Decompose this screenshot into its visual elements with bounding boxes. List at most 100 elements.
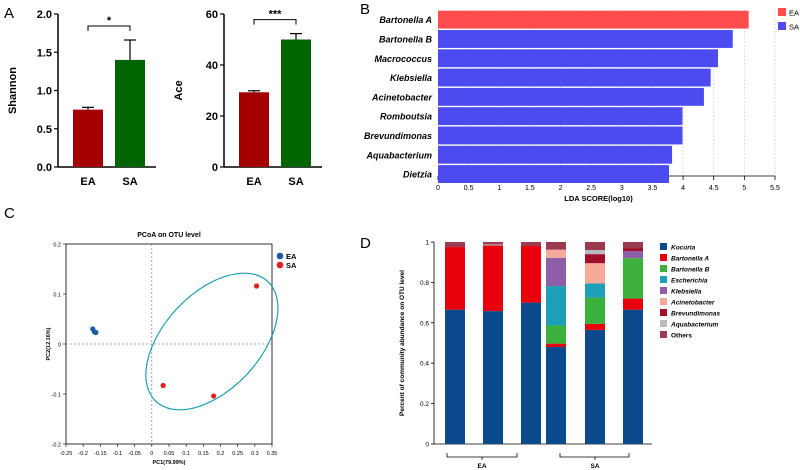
lda-bar (438, 10, 749, 29)
x-tick-label: 3.5 (648, 185, 658, 192)
x-axis-label: PC1(79.99%) (152, 460, 185, 466)
x-tick-label: 0.5 (464, 185, 474, 192)
segment-escherichia (546, 286, 566, 326)
y-axis-label: Shannon (7, 67, 19, 114)
y-tick-label: 0.2 (53, 243, 61, 249)
pcoa-chart: -0.25 -0.2 -0.15 -0.1 -0.05 0 0.05 0.1 0.15 0.2 0.… (46, 232, 297, 466)
y-tick-label: 0.2 (420, 401, 429, 408)
legend-label: Others (671, 333, 692, 340)
significance-marker: *** (269, 9, 283, 21)
plot-frame (65, 243, 273, 445)
segment-others (623, 242, 643, 249)
segment-brevundimonas (585, 254, 605, 264)
bar-sa (115, 59, 145, 167)
x-tick-label: -0.25 (60, 451, 73, 457)
x-tick-label: 0.15 (198, 451, 209, 457)
segment-bartonella-b (623, 258, 643, 299)
segment-others (521, 242, 541, 247)
significance-bracket (253, 19, 297, 25)
y-tick-label: 2.0 (37, 9, 52, 21)
segment-kocuria (585, 329, 605, 444)
segment-kocuria (546, 347, 566, 444)
legend-label: Aquabacterium (670, 322, 719, 329)
group-label: EA (477, 463, 486, 470)
segment-klebsiella (546, 257, 566, 287)
lda-bar (438, 68, 711, 87)
significance-bracket (87, 25, 131, 32)
taxon-label: Klebsiella (390, 73, 432, 83)
segment-acinetobacter (546, 249, 566, 258)
point-sa (253, 283, 260, 289)
segment-bartonella-a (445, 247, 465, 310)
y-tick-label: 0 (58, 343, 61, 349)
panel-letter-c: C (4, 205, 15, 222)
lda-bar (438, 126, 683, 145)
segment-klebsiella (623, 251, 643, 259)
y-axis-label: Percent of community abundance on OTU le… (399, 270, 406, 416)
segment-bartonella-a (521, 246, 541, 303)
legend-label: Kocuria (671, 245, 696, 252)
segment-kocuria (445, 309, 465, 444)
segment-kocuria (483, 311, 503, 444)
x-tick-label: 0 (150, 451, 153, 457)
y-tick-label: 1.5 (37, 47, 52, 59)
confidence-ellipse (145, 272, 279, 411)
legend-label: Klebsiella (671, 289, 702, 296)
y-tick-label: 40 (206, 60, 218, 72)
y-tick-label: 1 (425, 240, 429, 247)
legend-label: Bartonella A (671, 256, 709, 263)
y-tick-label: 0.0 (37, 162, 52, 174)
point-sa (160, 382, 166, 389)
x-tick-label: 1 (497, 185, 501, 192)
x-tick-label: 5.5 (770, 185, 780, 192)
segment-kocuria (623, 309, 643, 444)
x-tick-label: 4 (681, 185, 685, 192)
legend-swatch (778, 8, 786, 16)
x-tick-label: 0.05 (164, 451, 175, 457)
x-tick-label: SA (288, 176, 303, 188)
legend-swatch (660, 265, 667, 272)
group-bracket (559, 453, 630, 458)
group-label: SA (590, 463, 599, 470)
taxon-label: Romboutsia (380, 112, 432, 122)
taxon-label: Dietzia (403, 170, 432, 180)
x-tick-label: 0.1 (182, 451, 190, 457)
bar-chart-ace: 0 20 40 60 Ace EA SA *** (173, 9, 322, 188)
legend-swatch (660, 243, 667, 250)
lda-bar (438, 145, 673, 164)
panel-letter-a: A (4, 5, 14, 22)
segment-aquabacterium (585, 250, 605, 255)
taxon-label: Brevundimonas (364, 131, 432, 141)
legend-label: EA (286, 252, 297, 261)
x-tick-label: 1.5 (525, 185, 535, 192)
segment-bartonella-a (623, 298, 643, 310)
x-tick-label: -0.15 (94, 451, 107, 457)
legend-swatch (660, 331, 667, 338)
legend-label: EA (789, 9, 799, 18)
segment-bartonella-b (585, 297, 605, 324)
x-tick-label: 2.5 (586, 185, 596, 192)
x-tick-label: 0 (436, 185, 440, 192)
lda-bar (438, 107, 683, 126)
legend-marker (276, 252, 284, 260)
taxon-label: Aquabacterium (365, 150, 432, 160)
legend-swatch (660, 287, 667, 294)
legend-label: Escherichia (671, 278, 708, 285)
legend-label: Acinetobacter (670, 300, 715, 307)
y-tick-label: 0.4 (420, 361, 429, 368)
stacked-bar-chart: 0 0.2 0.4 0.6 0.8 1 Percent of community abund… (399, 240, 721, 470)
x-tick-label: -0.05 (128, 451, 141, 457)
segment-bartonella-a (546, 343, 566, 348)
panel-letter-b: B (360, 1, 370, 18)
segment-aquabacterium (483, 244, 503, 246)
segment-brevundimonas (623, 248, 643, 252)
legend-label: SA (789, 23, 799, 32)
x-tick-label: 4.5 (709, 185, 719, 192)
group-bracket (446, 453, 518, 458)
x-axis-label: LDA SCORE(log10) (564, 194, 633, 203)
segment-escherichia (585, 283, 605, 298)
taxon-label: Bartonella A (379, 15, 432, 25)
significance-marker: * (107, 15, 112, 27)
